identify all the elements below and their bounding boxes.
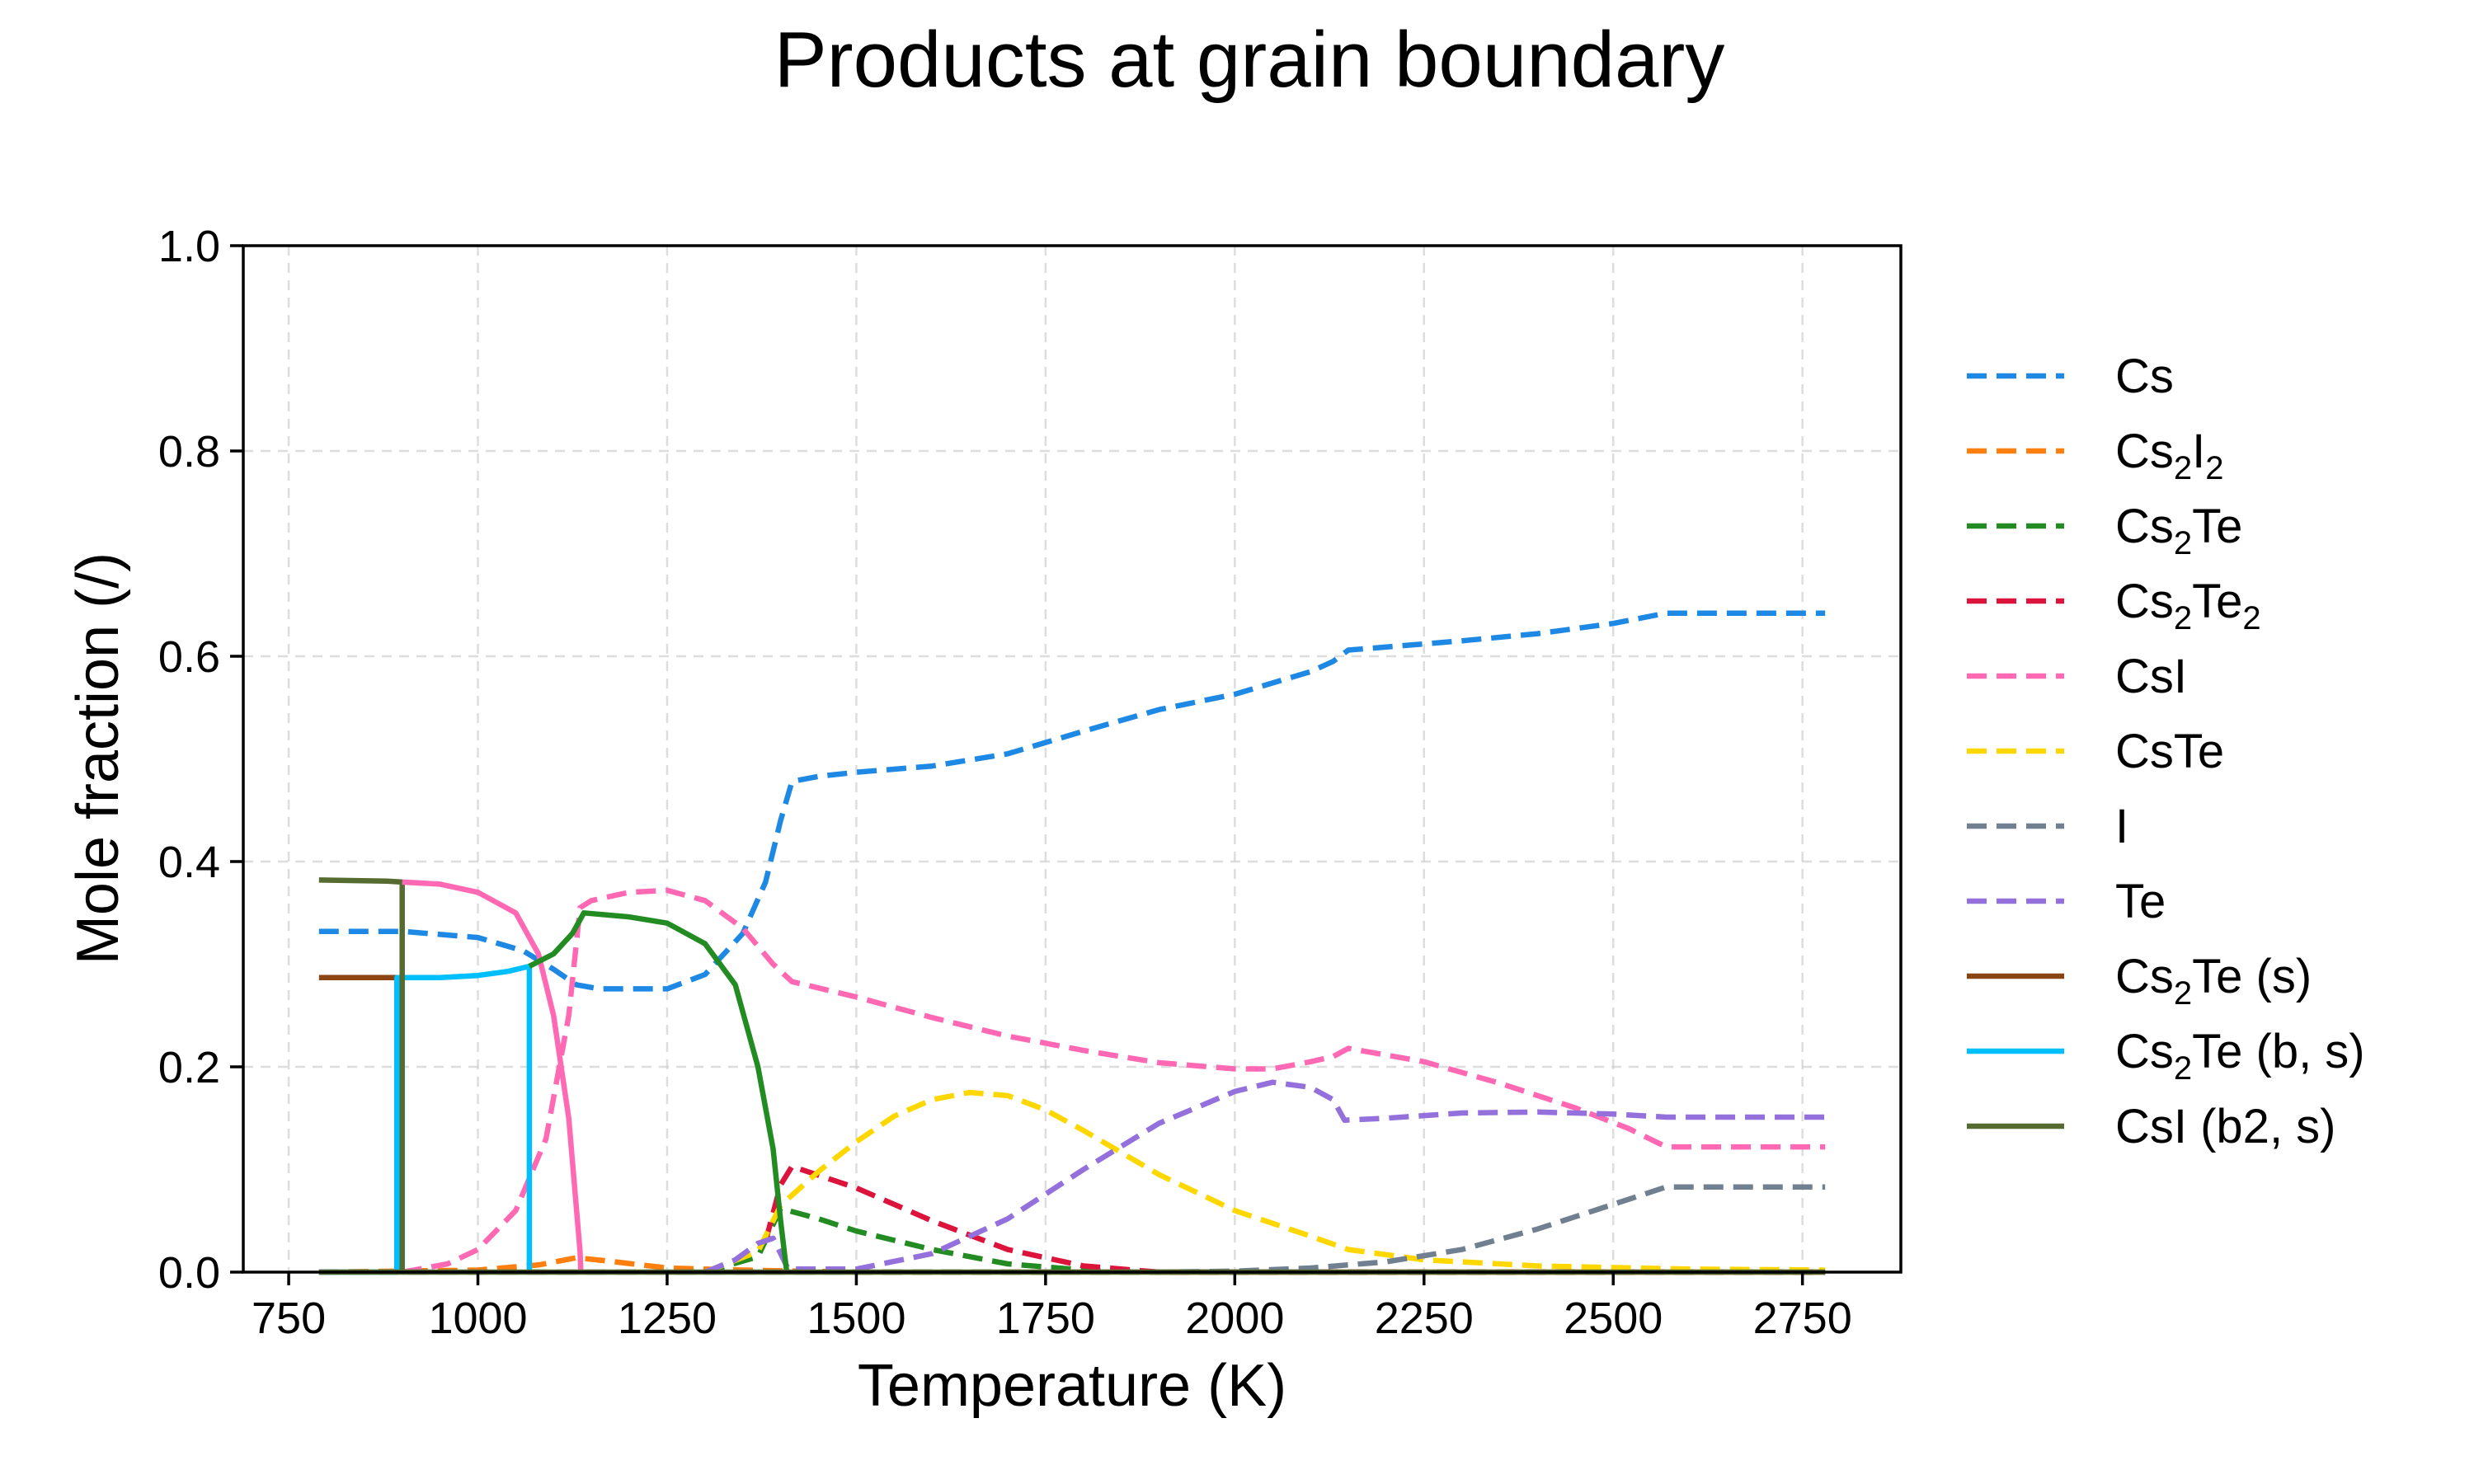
y-tick-label: 0.6 bbox=[158, 632, 220, 682]
legend-label: Cs2Te (s) bbox=[2115, 950, 2312, 1012]
series-line-te bbox=[703, 1079, 1826, 1275]
legend-label: CsI bbox=[2115, 650, 2187, 703]
chart-title: Products at grain boundary bbox=[774, 16, 1725, 104]
legend-label: CsTe bbox=[2115, 725, 2224, 778]
legend: Cs Cs2I2 Cs2Te Cs2Te2 CsI CsTe I Te Cs2Te (s) Cs2… bbox=[1967, 350, 2365, 1153]
x-tick-label: 1250 bbox=[618, 1294, 717, 1343]
y-tick-label: 0.2 bbox=[158, 1043, 220, 1092]
legend-label: I bbox=[2115, 800, 2128, 853]
x-tick-label: 1750 bbox=[996, 1294, 1095, 1343]
legend-item-cs2te: Cs2Te bbox=[1967, 500, 2242, 561]
legend-label: Te bbox=[2115, 875, 2166, 928]
grid-lines bbox=[243, 244, 1901, 1274]
series-line-cs2te-l bbox=[528, 910, 790, 1273]
legend-item-csi: CsI bbox=[1967, 650, 2187, 703]
y-tick-label: 0.0 bbox=[158, 1248, 220, 1298]
legend-item-csi-b2-s: CsI (b2, s) bbox=[1967, 1100, 2336, 1153]
x-tick-label: 1000 bbox=[428, 1294, 527, 1343]
series-line-cs2te2 bbox=[763, 1163, 1826, 1275]
x-tick-label: 750 bbox=[252, 1294, 326, 1343]
x-tick-label: 2750 bbox=[1753, 1294, 1852, 1343]
axis-ticks: 750 1000 1250 1500 1750 2000 2250 2500 2750 0.0 0.… bbox=[158, 222, 1852, 1343]
x-tick-label: 2250 bbox=[1375, 1294, 1474, 1343]
y-tick-label: 1.0 bbox=[158, 222, 220, 271]
legend-item-cs: Cs bbox=[1967, 350, 2174, 403]
y-tick-label: 0.4 bbox=[158, 838, 220, 887]
x-tick-label: 1500 bbox=[807, 1294, 905, 1343]
x-tick-label: 2500 bbox=[1564, 1294, 1663, 1343]
legend-item-cs2te-b-s: Cs2Te (b, s) bbox=[1967, 1025, 2365, 1087]
x-axis-label: Temperature (K) bbox=[858, 1353, 1286, 1419]
legend-label: Cs bbox=[2115, 350, 2174, 403]
legend-label: Cs2I2 bbox=[2115, 425, 2224, 486]
legend-item-te: Te bbox=[1967, 875, 2166, 928]
legend-item-cs2i2: Cs2I2 bbox=[1967, 425, 2224, 486]
series-line-cs bbox=[318, 610, 1826, 992]
series-line-cs2te-b-s bbox=[318, 963, 533, 1275]
series-line-cs2i2 bbox=[318, 1255, 1826, 1275]
series-line-csi bbox=[402, 887, 1826, 1275]
series-lines bbox=[318, 610, 1826, 1275]
series-line-csi-s bbox=[402, 879, 584, 1273]
legend-item-cs2te-s: Cs2Te (s) bbox=[1967, 950, 2312, 1012]
plot-frame bbox=[242, 244, 1903, 1274]
series-line-i bbox=[318, 1184, 1826, 1275]
series-line-cste bbox=[703, 1089, 1826, 1275]
legend-label: Cs2Te (b, s) bbox=[2115, 1025, 2365, 1087]
legend-item-cs2te2: Cs2Te2 bbox=[1967, 575, 2261, 636]
legend-label: Cs2Te2 bbox=[2115, 575, 2261, 636]
legend-label: CsI (b2, s) bbox=[2115, 1100, 2336, 1153]
series-line-csi-b2-s bbox=[318, 877, 405, 1272]
series-line-cs2te-s bbox=[318, 974, 400, 1272]
y-tick-label: 0.8 bbox=[158, 427, 220, 477]
x-tick-label: 2000 bbox=[1185, 1294, 1284, 1343]
legend-item-i: I bbox=[1967, 800, 2128, 853]
legend-item-cste: CsTe bbox=[1967, 725, 2224, 778]
legend-label: Cs2Te bbox=[2115, 500, 2242, 561]
y-axis-label: Mole fraction (/) bbox=[65, 552, 131, 965]
